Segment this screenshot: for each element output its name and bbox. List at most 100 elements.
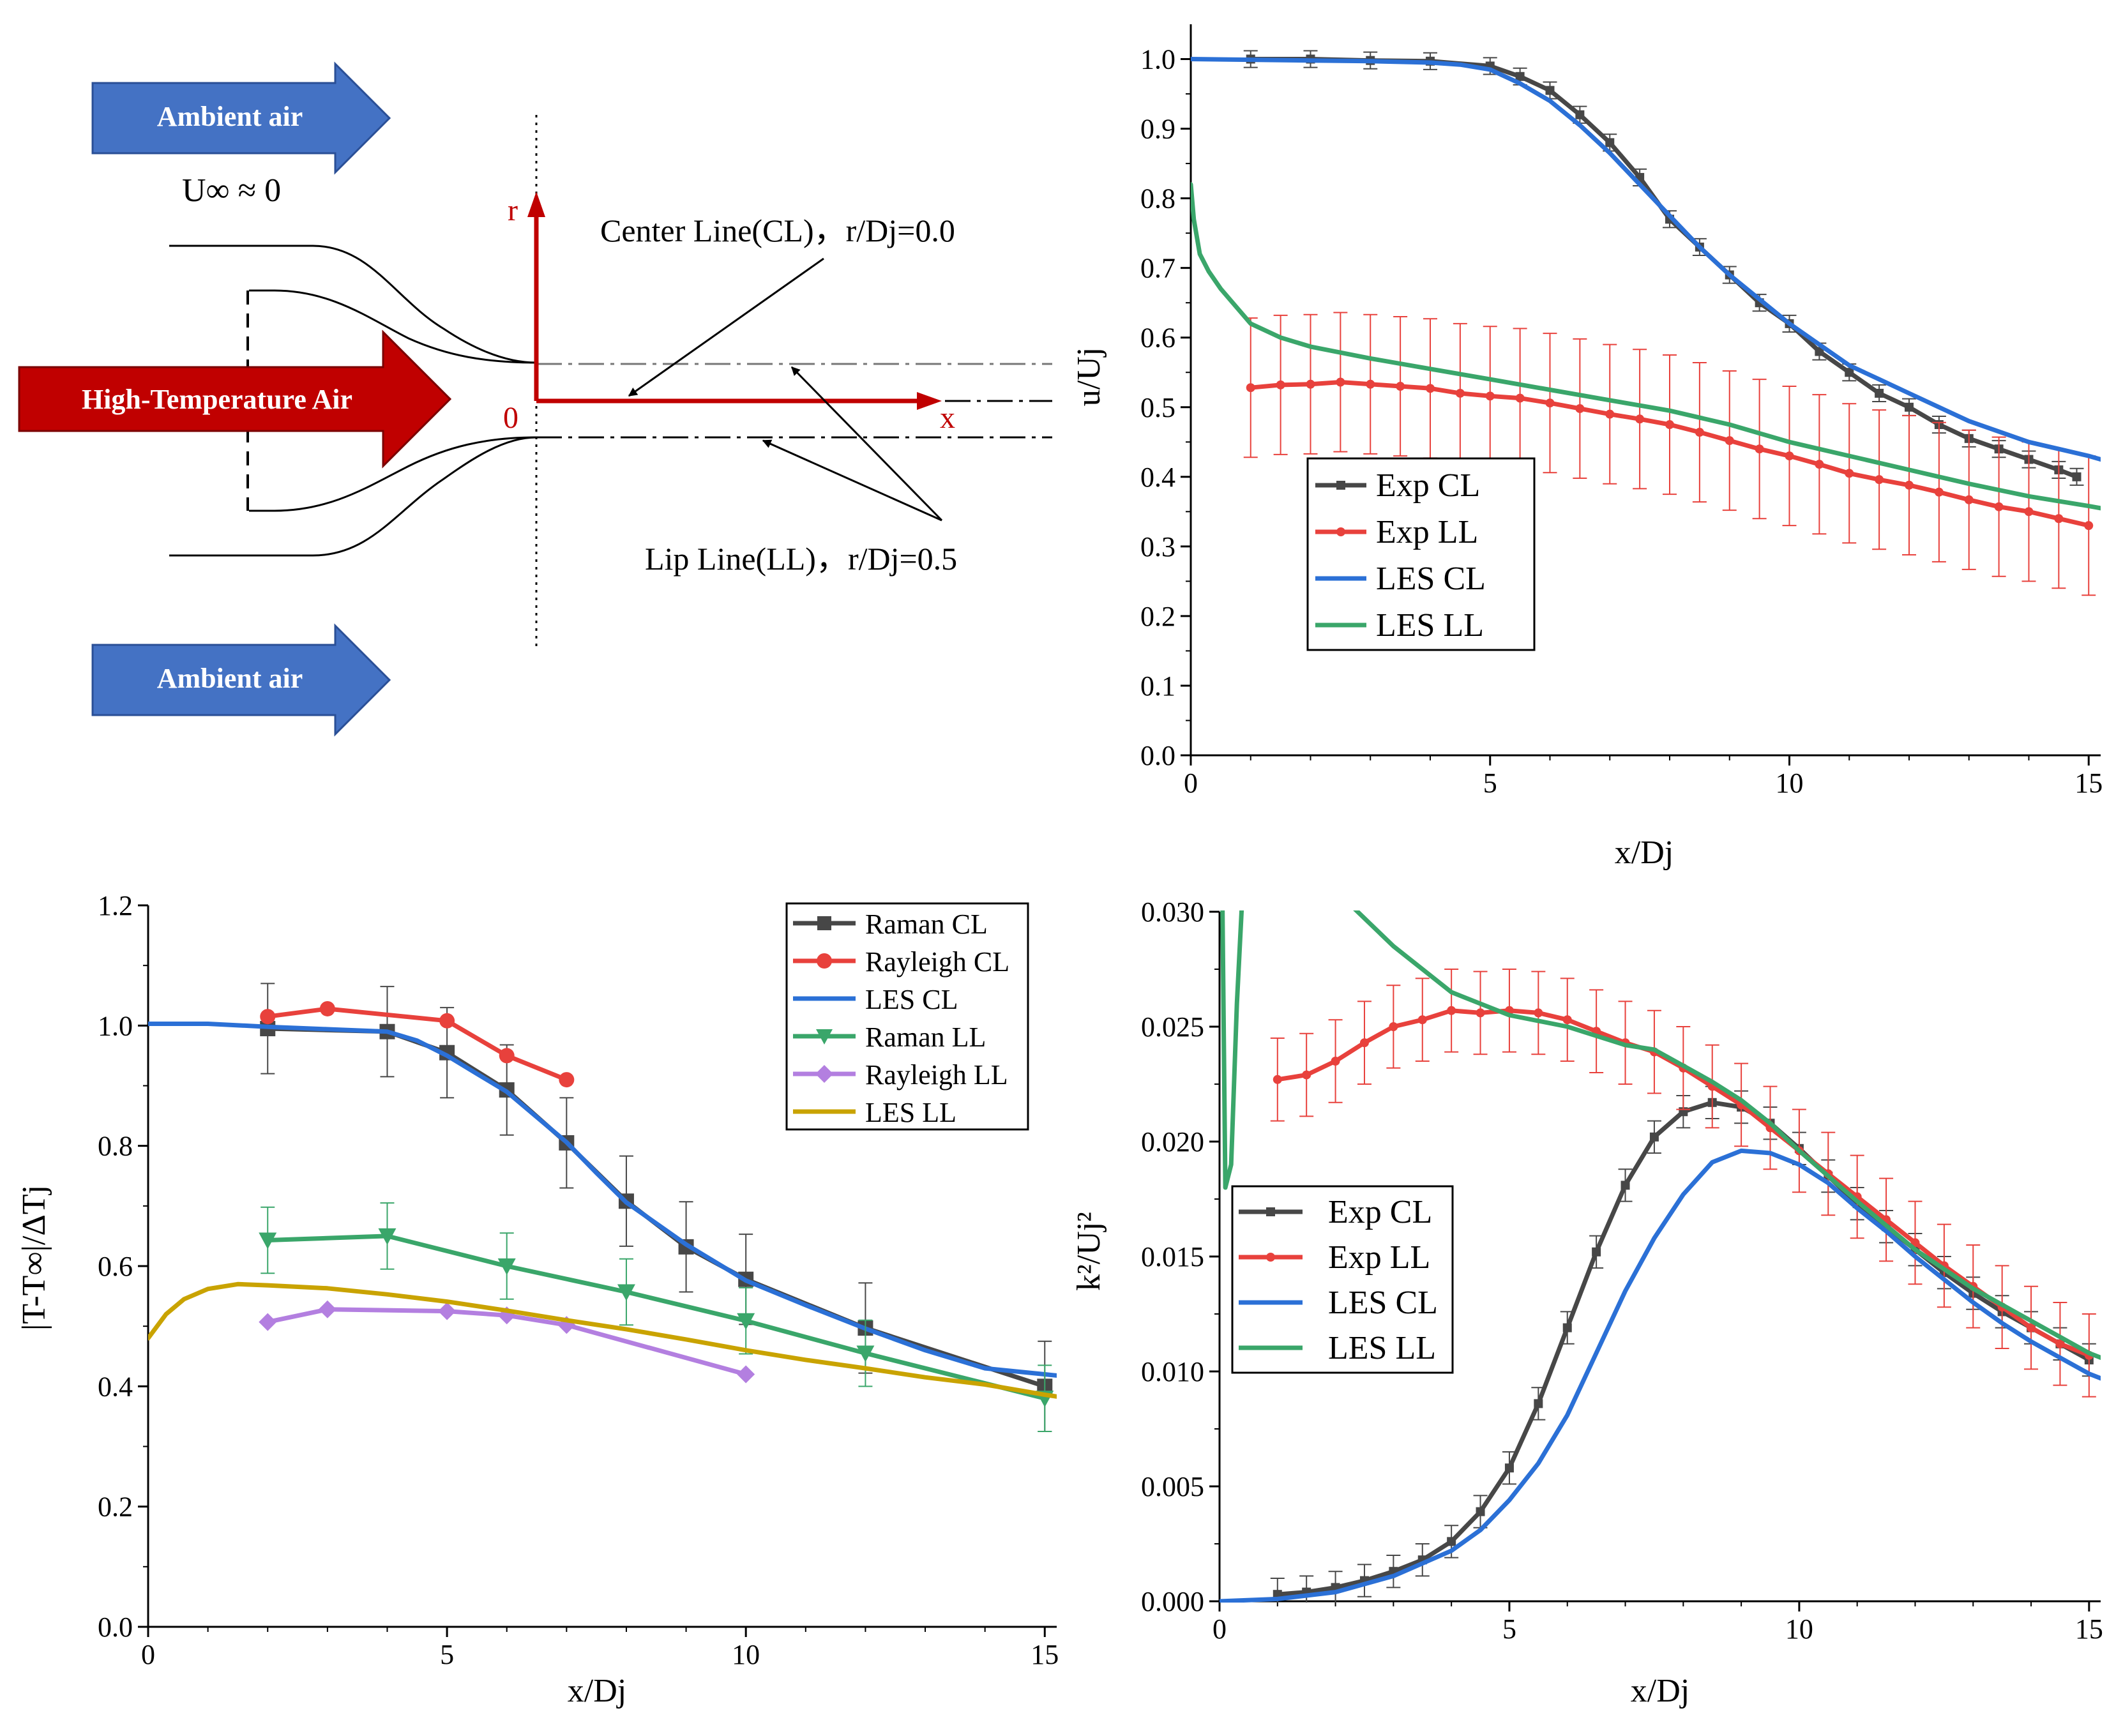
velocity-legend-label-les-cl: LES CL bbox=[1376, 561, 1486, 597]
velocity-point-exp-ll bbox=[1605, 409, 1615, 419]
temperature-series-raman-ll bbox=[259, 1202, 1054, 1432]
velocity-point-exp-ll bbox=[1905, 480, 1914, 490]
temperature-chart: 0 5 10 15 0.0 0.2 0.4 0.6 0.8 1.0 1.2 x/Dj |T-T∞|/… bbox=[16, 890, 1059, 1709]
tke-point-exp-ll bbox=[1534, 1008, 1543, 1018]
temperature-x-tick-label: 5 bbox=[440, 1639, 454, 1670]
velocity-y-tick-label: 0.7 bbox=[1140, 253, 1175, 284]
temperature-point-raman-ll bbox=[737, 1313, 755, 1330]
velocity-chart: 0 5 10 150.00.10.20.30.40.50.60.70.80.91.0 … bbox=[1071, 24, 2103, 871]
nozzle bbox=[169, 115, 538, 651]
velocity-point-exp-ll bbox=[1485, 391, 1495, 401]
tke-point-exp-ll bbox=[1273, 1075, 1282, 1084]
velocity-point-exp-ll bbox=[1426, 384, 1435, 393]
velocity-point-exp-ll bbox=[1934, 487, 1944, 497]
temperature-line-les-ll bbox=[148, 1281, 1057, 1399]
tke-legend-marker-exp-ll bbox=[1266, 1253, 1275, 1262]
nozzle-inner-top bbox=[249, 289, 537, 364]
velocity-point-exp-ll bbox=[2054, 514, 2064, 524]
velocity-point-exp-cl bbox=[1545, 86, 1555, 95]
temperature-x-tick-label: 0 bbox=[141, 1639, 155, 1670]
tke-legend-label-exp-ll: Exp LL bbox=[1328, 1239, 1430, 1276]
lip-line-label: Lip Line(LL)，r/Dj=0.5 bbox=[645, 541, 957, 577]
velocity-plot-area bbox=[1191, 50, 2101, 596]
lip-pointer-top bbox=[790, 366, 943, 522]
velocity-point-exp-ll bbox=[1635, 414, 1645, 424]
velocity-point-exp-cl bbox=[1875, 388, 1884, 398]
tke-legend-marker-exp-cl bbox=[1266, 1207, 1275, 1216]
velocity-point-exp-cl bbox=[1605, 138, 1615, 147]
jet-label: High-Temperature Air bbox=[82, 384, 352, 415]
tke-chart-content: 0 5 10 15 0.000 0.005 0.010 0.015 0.020 0.025 0.03… bbox=[1141, 896, 2103, 1645]
velocity-y-tick-label: 0.1 bbox=[1140, 670, 1175, 702]
axis-x-arrowhead bbox=[917, 392, 942, 410]
temperature-legend-label-raman-ll: Raman LL bbox=[865, 1022, 986, 1053]
tke-y-tick-label: 0.020 bbox=[1141, 1126, 1204, 1158]
velocity-chart-xlabel: x/Dj bbox=[1615, 834, 1673, 871]
temperature-y-tick-label: 0.6 bbox=[98, 1251, 133, 1282]
axis-x-label: x bbox=[940, 401, 955, 435]
tke-axes: 0 5 10 15 0.000 0.005 0.010 0.015 0.020 0.025 0.03… bbox=[1141, 896, 2103, 1645]
tke-line-les-ll bbox=[1220, 910, 1244, 1190]
velocity-y-tick-label: 0.8 bbox=[1140, 183, 1175, 215]
temperature-legend: Raman CL Rayleigh CL LES CL Raman LL Ray… bbox=[785, 902, 1029, 1131]
tke-point-exp-cl bbox=[1649, 1132, 1659, 1142]
temperature-point-raman-ll bbox=[617, 1284, 635, 1301]
temperature-legend-marker-rayleigh-ll bbox=[815, 1065, 833, 1083]
temperature-legend-marker-raman-ll bbox=[816, 1029, 833, 1045]
temperature-point-rayleigh-cl bbox=[260, 1009, 276, 1025]
velocity-y-tick-label: 0.2 bbox=[1140, 601, 1175, 632]
temperature-chart-ylabel: |T-T∞|/ΔTj bbox=[16, 1185, 52, 1331]
velocity-point-exp-ll bbox=[1366, 379, 1375, 389]
velocity-point-exp-ll bbox=[1455, 388, 1465, 398]
velocity-point-exp-ll bbox=[1755, 444, 1764, 454]
velocity-y-tick-label: 0.6 bbox=[1140, 322, 1175, 354]
tke-point-exp-ll bbox=[2027, 1323, 2036, 1332]
tke-legend-label-exp-cl: Exp CL bbox=[1328, 1194, 1432, 1230]
temperature-y-tick-label: 0.4 bbox=[98, 1371, 133, 1402]
temperature-chart-xlabel: x/Dj bbox=[568, 1673, 626, 1709]
velocity-point-exp-ll bbox=[1875, 475, 1884, 485]
jet-arrow-shape bbox=[18, 329, 452, 469]
temperature-legend-marker-rayleigh-cl bbox=[817, 953, 832, 969]
velocity-line-les-cl bbox=[1191, 57, 2101, 462]
velocity-point-exp-ll bbox=[1545, 398, 1555, 408]
ambient-air-arrow-top: Ambient air bbox=[91, 61, 391, 175]
temperature-series-rayleigh-cl bbox=[260, 1000, 575, 1088]
velocity-series-exp-cl bbox=[1243, 50, 2084, 486]
velocity-point-exp-ll bbox=[1845, 469, 1854, 478]
velocity-point-exp-ll bbox=[2024, 507, 2034, 517]
velocity-legend-label-exp-ll: Exp LL bbox=[1376, 514, 1478, 550]
velocity-legend-label-les-ll: LES LL bbox=[1376, 607, 1484, 644]
temperature-point-rayleigh-cl bbox=[439, 1013, 455, 1029]
temperature-line-rayleigh-ll bbox=[265, 1307, 748, 1377]
temperature-line-raman-ll bbox=[265, 1234, 1047, 1401]
velocity-point-exp-ll bbox=[1276, 380, 1285, 389]
velocity-point-exp-cl bbox=[1575, 110, 1585, 119]
velocity-legend-marker-exp-ll bbox=[1336, 527, 1345, 536]
tke-legend-label-les-ll: LES LL bbox=[1328, 1330, 1436, 1366]
velocity-point-exp-ll bbox=[1396, 382, 1405, 391]
temperature-y-tick-label: 1.2 bbox=[98, 890, 133, 921]
tke-legend: Exp CL Exp LL LES CL LES LL bbox=[1231, 1185, 1454, 1374]
nozzle-inner-bottom bbox=[249, 436, 537, 512]
velocity-line-les-ll bbox=[1191, 182, 2101, 511]
tke-y-tick-label: 0.000 bbox=[1141, 1586, 1204, 1617]
velocity-point-exp-ll bbox=[1725, 436, 1734, 446]
velocity-point-exp-ll bbox=[1785, 451, 1794, 461]
temperature-y-tick-label: 1.0 bbox=[98, 1010, 133, 1041]
temperature-series-les-ll bbox=[148, 1281, 1057, 1399]
temperature-legend-label-les-ll: LES LL bbox=[865, 1097, 956, 1128]
velocity-y-tick-label: 0.3 bbox=[1140, 531, 1175, 562]
tke-point-exp-ll bbox=[1447, 1006, 1456, 1015]
velocity-legend-frame bbox=[1306, 457, 1536, 651]
velocity-point-exp-ll bbox=[1515, 393, 1525, 403]
velocity-axes: 0 5 10 15 0.0 0.1 0.2 0.3 0.4 0.5 0.6 0.7 0.8 0.9 1.0 bbox=[1140, 24, 2103, 799]
temperature-line-les-cl bbox=[148, 1022, 1057, 1378]
tke-series-les-ll bbox=[1220, 910, 2101, 1360]
axis-r-label: r bbox=[508, 193, 518, 227]
temperature-point-rayleigh-ll bbox=[318, 1300, 336, 1318]
tke-point-exp-cl bbox=[1621, 1181, 1630, 1190]
velocity-point-exp-ll bbox=[1994, 502, 2004, 511]
velocity-point-exp-cl bbox=[2072, 472, 2081, 481]
velocity-y-tick-label: 0.5 bbox=[1140, 392, 1175, 423]
